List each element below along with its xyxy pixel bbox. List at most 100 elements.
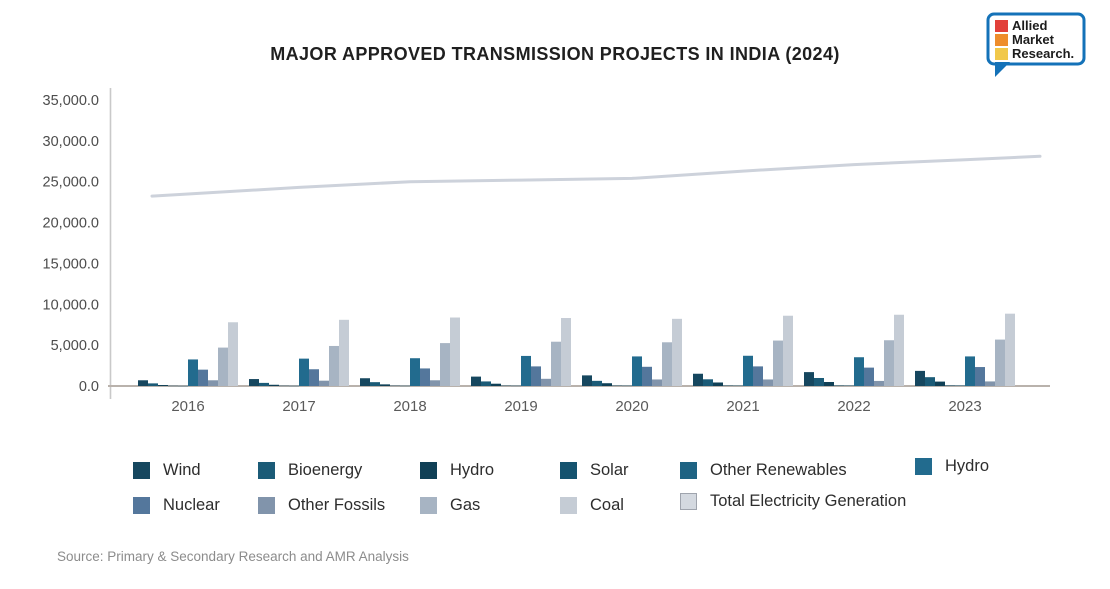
x-axis-year-label: 2021 <box>726 398 759 415</box>
logo-text-allied: Allied <box>1012 18 1047 33</box>
bar <box>642 366 652 386</box>
legend-swatch <box>133 462 150 479</box>
legend-item-nuclear: Nuclear <box>133 496 220 515</box>
legend-item-hydro: Hydro <box>420 461 494 480</box>
bar <box>854 357 864 386</box>
bar <box>471 376 481 386</box>
bar <box>935 381 945 386</box>
chart-plot-area: 0.0 5,000.0 10,000.0 15,000.0 20,000.0 25,000… <box>43 88 1050 415</box>
bar <box>703 379 713 386</box>
bar <box>531 366 541 386</box>
bar <box>218 347 228 386</box>
bar <box>773 340 783 386</box>
bar <box>410 358 420 386</box>
x-axis-year-label: 2019 <box>504 398 537 415</box>
y-axis-tick-label: 0.0 <box>79 379 99 395</box>
legend-swatch <box>258 462 275 479</box>
y-axis-tick-label: 30,000.0 <box>43 134 99 150</box>
legend-swatch <box>680 462 697 479</box>
legend-label: Other Fossils <box>288 496 386 514</box>
legend-item-bioenergy: Bioenergy <box>258 461 362 480</box>
legend-label: Wind <box>163 461 201 479</box>
bar <box>299 358 309 386</box>
legend-swatch <box>560 462 577 479</box>
legend-label: Solar <box>590 461 629 479</box>
legend-swatch <box>680 493 697 510</box>
bar <box>602 383 612 386</box>
bar <box>138 380 148 386</box>
legend-swatch <box>420 462 437 479</box>
legend-label: Hydro <box>945 457 990 475</box>
legend-item-coal: Coal <box>560 496 624 515</box>
bar <box>148 383 158 386</box>
bar <box>430 380 440 386</box>
bar <box>814 377 824 386</box>
bar <box>753 366 763 386</box>
bar <box>561 318 571 386</box>
bar <box>783 315 793 386</box>
bar <box>763 379 773 386</box>
y-axis-tick-label: 15,000.0 <box>43 256 99 272</box>
legend-item-hydro: Hydro <box>915 457 989 476</box>
logo-bubble-tail <box>995 62 1010 77</box>
bar <box>915 370 925 386</box>
bar <box>319 380 329 386</box>
bar <box>208 380 218 386</box>
legend-label: Total Electricity Generation <box>710 492 907 510</box>
legend-swatch <box>420 497 437 514</box>
bar <box>269 384 279 386</box>
legend-item-gas: Gas <box>420 496 480 515</box>
bar <box>582 375 592 386</box>
legend-item-other-fossils: Other Fossils <box>258 496 385 515</box>
legend-item-total-electricity-generation: Total Electricity Generation <box>680 492 906 511</box>
x-axis-year-label: 2023 <box>948 398 981 415</box>
bar <box>884 340 894 386</box>
legend-item-other-renewables: Other Renewables <box>680 461 847 480</box>
logo-bubble <box>986 12 1086 66</box>
bar <box>541 378 551 386</box>
bar <box>228 322 238 386</box>
logo-text-research: Research. <box>1012 46 1074 61</box>
legend-swatch <box>258 497 275 514</box>
bar <box>965 356 975 386</box>
bar <box>662 342 672 386</box>
bar <box>995 339 1005 386</box>
bar <box>360 378 370 386</box>
bar <box>249 379 259 386</box>
bar <box>925 377 935 386</box>
bar <box>329 345 339 386</box>
legend-swatch <box>560 497 577 514</box>
bar <box>985 381 995 386</box>
bar <box>481 381 491 386</box>
legend-swatch <box>133 497 150 514</box>
y-axis-tick-label: 5,000.0 <box>51 338 99 354</box>
bar <box>824 381 834 386</box>
bar <box>521 355 531 386</box>
legend-swatch <box>915 458 932 475</box>
bar <box>188 359 198 386</box>
bar <box>894 314 904 386</box>
legend-label: Coal <box>590 496 624 514</box>
logo-square-red <box>995 20 1008 32</box>
bar <box>370 382 380 386</box>
amr-logo: Allied Market Research. <box>986 12 1086 77</box>
bar <box>491 383 501 386</box>
bar <box>975 367 985 386</box>
source-note: Source: Primary & Secondary Research and… <box>57 549 409 564</box>
x-axis-year-label: 2022 <box>837 398 870 415</box>
bar <box>693 373 703 386</box>
bar <box>743 355 753 386</box>
x-axis-year-label: 2016 <box>171 398 204 415</box>
bar <box>1005 313 1015 386</box>
bar <box>652 379 662 386</box>
legend-item-solar: Solar <box>560 461 629 480</box>
bar <box>632 356 642 386</box>
bar <box>551 341 561 386</box>
logo-text-market: Market <box>1012 32 1055 47</box>
bar <box>440 343 450 386</box>
y-axis-tick-label: 20,000.0 <box>43 216 99 232</box>
bar <box>198 369 208 386</box>
x-axis-year-label: 2017 <box>282 398 315 415</box>
bar <box>259 382 269 386</box>
bar <box>874 380 884 386</box>
